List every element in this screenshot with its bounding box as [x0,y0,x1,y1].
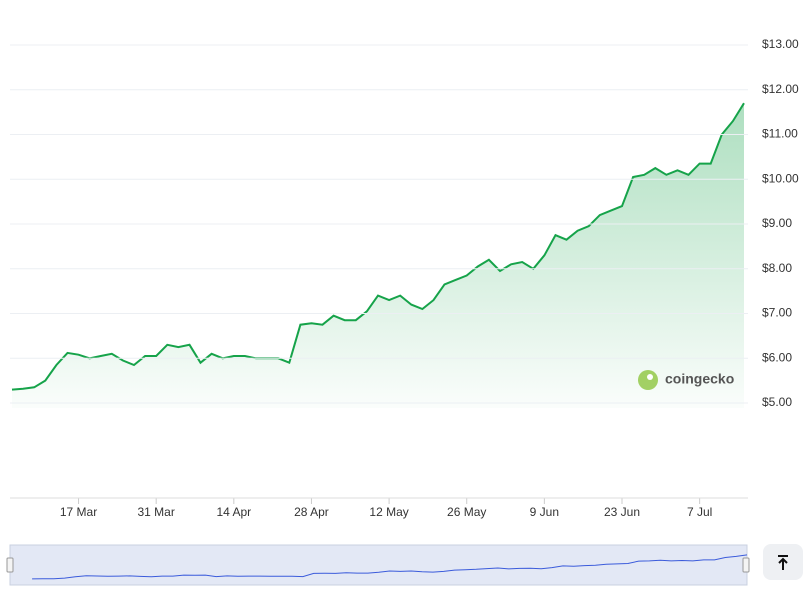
logo-eye [647,374,653,380]
x-tick-label: 17 Mar [60,505,97,519]
y-tick-label: $11.00 [762,127,798,141]
y-tick-label: $13.00 [762,37,799,51]
x-tick-label: 23 Jun [604,505,640,519]
navigator-handle[interactable] [742,557,750,573]
navigator-frame [9,544,748,586]
logo-icon [638,370,658,390]
x-tick-label: 31 Mar [138,505,175,519]
navigator[interactable] [6,544,750,586]
area [12,103,744,408]
navigator-line [32,554,748,580]
y-tick-label: $9.00 [762,216,792,230]
x-tick-label: 9 Jun [530,505,559,519]
x-tick-label: 28 Apr [294,505,329,519]
watermark: coingecko [665,371,734,387]
y-tick-label: $6.00 [762,350,792,364]
arrow-icon [778,555,788,570]
y-tick-label: $12.00 [762,82,799,96]
x-tick-label: 14 Apr [216,505,251,519]
y-tick-label: $7.00 [762,306,792,320]
x-tick-label: 7 Jul [687,505,712,519]
scroll-top-button[interactable] [763,544,803,580]
y-tick-label: $5.00 [762,395,792,409]
x-tick-label: 26 May [447,505,486,519]
navigator-handle[interactable] [6,557,14,573]
y-tick-label: $8.00 [762,261,792,275]
x-tick-label: 12 May [369,505,408,519]
y-tick-label: $10.00 [762,171,799,185]
